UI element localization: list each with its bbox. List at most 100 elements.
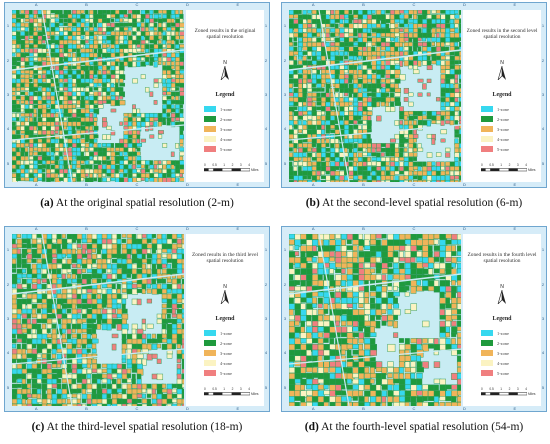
zone-patch [422, 251, 429, 259]
zone-patch [456, 349, 461, 355]
zone-patch [366, 156, 371, 163]
zone-patch [157, 164, 163, 169]
zone-patch [179, 74, 184, 79]
zone-patch [381, 234, 387, 239]
zone-patch [364, 332, 371, 338]
zone-patch [376, 32, 381, 39]
zone-patch [132, 138, 137, 144]
zone-patch [339, 106, 345, 112]
zone-patch [111, 383, 117, 390]
zone-patch [300, 401, 307, 406]
zone-patch [329, 245, 336, 251]
grid-letter: A [311, 226, 315, 231]
zone-patch [161, 383, 167, 389]
zone-patch [114, 177, 120, 182]
zone-patch [171, 388, 177, 393]
zone-patch [89, 108, 94, 113]
grid-letter: E [513, 226, 517, 231]
zone-patch [426, 41, 432, 47]
zone-patch [381, 396, 387, 404]
zone-patch [114, 10, 120, 15]
zone-patch [375, 320, 381, 329]
zone-patch [12, 155, 17, 162]
zone-patch [76, 168, 81, 174]
zone-patch [67, 112, 72, 117]
zone-patch [126, 353, 131, 360]
zone-patch [170, 164, 175, 170]
zone-patch [320, 14, 326, 20]
zone-patch [37, 52, 43, 58]
zone-patch [16, 343, 21, 350]
zone-patch [302, 152, 307, 157]
zone-patch [426, 14, 433, 19]
zone-patch [166, 104, 172, 110]
zone-patch [84, 173, 89, 177]
zone-patch [76, 243, 82, 249]
zone-patch [146, 283, 151, 289]
zone-patch [352, 303, 358, 311]
zone-patch [50, 160, 56, 165]
zone-patch [451, 262, 456, 268]
zone-patch [93, 22, 98, 28]
zone-patch [389, 51, 396, 56]
zone-patch [81, 278, 88, 285]
zone-patch [71, 155, 77, 160]
zone-patch [156, 343, 162, 349]
zone-patch [71, 31, 77, 36]
zone-patch [67, 104, 73, 109]
zone-patch [76, 273, 82, 279]
zone-patch [63, 112, 69, 117]
zone-patch [297, 60, 303, 65]
zoning-map [12, 234, 184, 406]
zone-patch [330, 37, 335, 42]
zone-patch [317, 338, 324, 344]
grid-numbers-left: 1 2 3 4 5 [282, 233, 288, 405]
zone-patch [306, 303, 314, 311]
zone-patch [111, 308, 117, 314]
zone-patch [140, 74, 146, 80]
zone-patch [366, 106, 373, 111]
zone-patch [353, 55, 358, 61]
zone-patch [59, 155, 64, 160]
zone-patch [293, 92, 299, 98]
map-title: Zoned results in the original spatial re… [194, 28, 256, 41]
grid-number: 2 [6, 57, 10, 63]
zone-patch [162, 65, 168, 71]
zone-patch [320, 175, 327, 180]
zone-patch [317, 256, 324, 264]
zone-patch [410, 361, 416, 368]
zone-patch [346, 326, 353, 333]
zone-patch [403, 115, 408, 121]
zone-patch [116, 368, 122, 374]
zone-patch [71, 125, 76, 131]
zone-patch [416, 378, 423, 386]
grid-number: 1 [264, 23, 268, 29]
zone-patch [51, 323, 57, 329]
zone-patch [110, 18, 115, 23]
zone-patch [375, 256, 381, 263]
zone-patch [369, 378, 375, 384]
zone-patch [439, 303, 446, 310]
zone-patch [61, 293, 67, 299]
zone-patch [343, 51, 349, 56]
zone-patch [289, 378, 296, 386]
zone-patch [12, 293, 18, 300]
zone-patch [369, 297, 376, 304]
zone-patch [63, 164, 69, 170]
zone-patch [162, 44, 167, 48]
zone-patch [380, 64, 386, 70]
zone-patch [294, 320, 300, 326]
zone-patch [416, 234, 424, 239]
zone-patch [97, 91, 102, 97]
zone-patch [91, 243, 98, 249]
zone-patch [311, 401, 319, 406]
zone-patch [121, 248, 128, 254]
zone-patch [106, 82, 111, 88]
zone-patch [179, 117, 184, 123]
zone-patch [86, 383, 93, 390]
zone-patch [123, 173, 128, 178]
scale-bar-graphic [204, 168, 250, 172]
zone-patch [289, 14, 294, 19]
zone-patch [334, 18, 340, 23]
zone-patch [293, 170, 298, 177]
